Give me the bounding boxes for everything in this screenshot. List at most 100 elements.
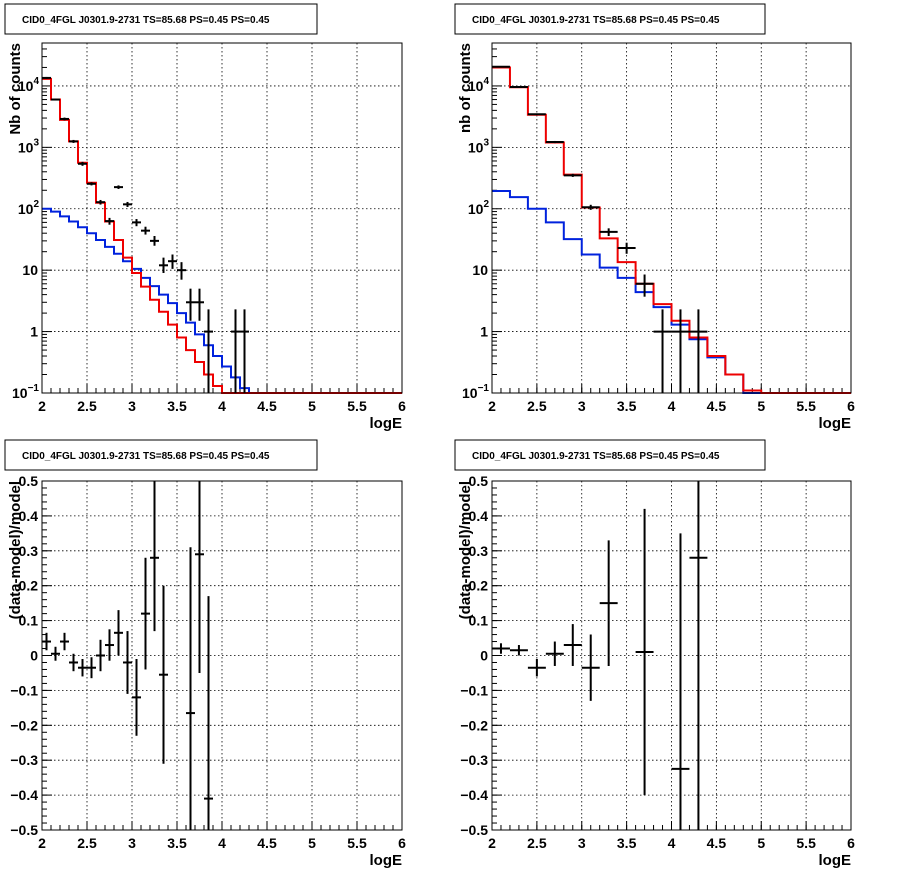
y-tick-base: 1 bbox=[480, 324, 488, 340]
plot-frame bbox=[41, 42, 403, 394]
data-point bbox=[69, 139, 78, 143]
y-tick-exponent: −1 bbox=[28, 383, 40, 394]
data-point bbox=[105, 217, 114, 225]
residual-point bbox=[635, 508, 654, 796]
residual-point bbox=[545, 641, 564, 666]
x-tick-label: 5 bbox=[308, 835, 316, 851]
residual-point bbox=[689, 481, 708, 830]
residual-point bbox=[114, 610, 123, 656]
residual-point bbox=[42, 632, 51, 651]
data-point bbox=[51, 98, 60, 101]
residual-point bbox=[159, 585, 168, 764]
y-tick-label: −0.3 bbox=[10, 752, 38, 768]
data-point bbox=[689, 309, 708, 393]
chart-title-box bbox=[454, 3, 766, 35]
y-tick-base: 10 bbox=[468, 78, 484, 94]
data-point bbox=[78, 161, 87, 166]
residual-point bbox=[87, 657, 96, 679]
data-point bbox=[60, 117, 69, 121]
data-point bbox=[141, 226, 150, 235]
residual-point bbox=[599, 540, 618, 666]
x-tick-label: 4.5 bbox=[257, 398, 277, 414]
data-point bbox=[527, 113, 546, 116]
y-tick-label: 10 bbox=[22, 262, 38, 278]
y-tick-base: 10 bbox=[22, 262, 38, 278]
x-tick-label: 2 bbox=[488, 398, 496, 414]
x-tick-label: 6 bbox=[398, 398, 406, 414]
y-tick-label: 103 bbox=[468, 137, 490, 155]
y-tick-label: 0.2 bbox=[19, 578, 39, 594]
residual-point bbox=[60, 632, 69, 651]
x-tick-label: 4 bbox=[668, 398, 676, 414]
y-tick-label: −0.4 bbox=[460, 787, 488, 803]
data-point bbox=[96, 199, 105, 205]
data-point bbox=[492, 65, 510, 68]
y-tick-label: 102 bbox=[18, 199, 40, 217]
data-point bbox=[87, 182, 96, 186]
model-total-histogram bbox=[492, 66, 851, 394]
y-tick-exponent: 4 bbox=[33, 76, 39, 87]
x-tick-label: 2.5 bbox=[77, 398, 97, 414]
residual-point bbox=[123, 631, 132, 694]
x-tick-label: 5 bbox=[757, 835, 765, 851]
y-tick-label: −0.5 bbox=[10, 822, 38, 838]
y-tick-exponent: 2 bbox=[483, 199, 489, 210]
y-tick-label: 103 bbox=[18, 137, 40, 155]
y-tick-label: 10−1 bbox=[462, 383, 489, 401]
y-tick-label: 0.5 bbox=[469, 473, 489, 489]
y-tick-label: −0.1 bbox=[10, 682, 38, 698]
x-tick-label: 5.5 bbox=[796, 835, 816, 851]
y-tick-label: 0.4 bbox=[469, 508, 489, 524]
data-point bbox=[231, 309, 240, 393]
x-tick-label: 2 bbox=[488, 835, 496, 851]
x-tick-label: 4 bbox=[668, 835, 676, 851]
data-point bbox=[186, 288, 195, 321]
residual-point bbox=[96, 639, 105, 672]
data-point bbox=[177, 262, 186, 280]
plot-frame bbox=[491, 42, 852, 394]
y-tick-label: 104 bbox=[468, 76, 490, 94]
chart-panel-2: CID0_4FGL J0301.9-2731 TS=85.68 PS=0.45 … bbox=[454, 3, 855, 432]
residual-point bbox=[581, 634, 600, 701]
residual-point bbox=[78, 658, 87, 677]
y-tick-label: 0.1 bbox=[469, 613, 489, 629]
residual-point bbox=[105, 629, 114, 661]
residual-point bbox=[69, 653, 78, 672]
residual-point bbox=[509, 645, 528, 656]
data-point bbox=[581, 204, 600, 210]
x-tick-label: 3 bbox=[578, 398, 586, 414]
y-tick-label: 0.2 bbox=[469, 578, 489, 594]
chart-panel-1: CID0_4FGL J0301.9-2731 TS=85.68 PS=0.45 … bbox=[4, 3, 406, 432]
x-tick-label: 3 bbox=[128, 398, 136, 414]
chart-title: CID0_4FGL J0301.9-2731 TS=85.68 PS=0.45 … bbox=[22, 451, 270, 462]
residual-point bbox=[150, 481, 159, 632]
y-tick-label: −0.4 bbox=[10, 787, 38, 803]
y-tick-base: 10 bbox=[12, 385, 28, 401]
x-tick-label: 6 bbox=[847, 398, 855, 414]
y-tick-label: 0.5 bbox=[19, 473, 39, 489]
data-point bbox=[204, 309, 213, 393]
chart-title-box bbox=[454, 439, 766, 471]
data-point bbox=[635, 274, 654, 297]
y-axis-title: Nb of counts bbox=[7, 43, 24, 135]
y-tick-exponent: 3 bbox=[33, 137, 39, 148]
x-axis-title: logE bbox=[819, 415, 852, 432]
plot-frame bbox=[41, 480, 403, 831]
residual-point bbox=[204, 596, 213, 830]
x-tick-label: 5 bbox=[757, 398, 765, 414]
y-tick-label: 0 bbox=[30, 648, 38, 664]
y-axis-title: (data-model)/model bbox=[7, 481, 24, 619]
y-tick-label: 0.4 bbox=[19, 508, 39, 524]
y-tick-label: 0.1 bbox=[19, 613, 39, 629]
x-tick-label: 5.5 bbox=[796, 398, 816, 414]
y-tick-exponent: 4 bbox=[483, 76, 489, 87]
x-tick-label: 3.5 bbox=[617, 835, 637, 851]
data-point bbox=[168, 254, 177, 269]
y-tick-label: 10−1 bbox=[12, 383, 39, 401]
y-tick-label: 0 bbox=[480, 648, 488, 664]
y-axis-title: nb of counts bbox=[457, 43, 474, 133]
x-tick-label: 2.5 bbox=[77, 835, 97, 851]
y-tick-label: 104 bbox=[18, 76, 40, 94]
residual-point bbox=[132, 658, 141, 736]
